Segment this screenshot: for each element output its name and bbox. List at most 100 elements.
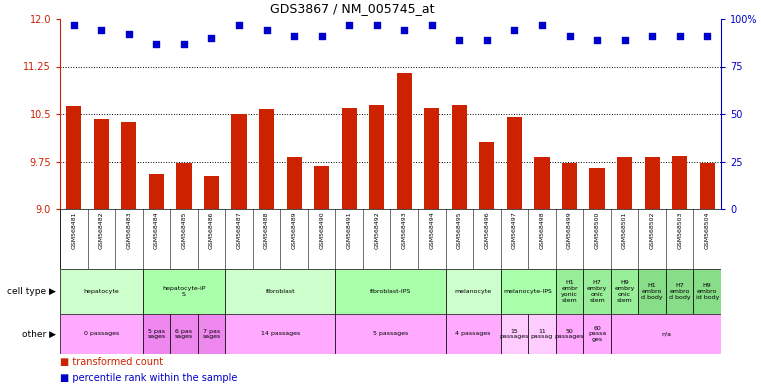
Text: 11
passag: 11 passag: [531, 329, 553, 339]
Point: [151, 41, 163, 47]
Point: [619, 37, 631, 43]
Text: GSM568486: GSM568486: [209, 212, 214, 249]
Text: GSM568500: GSM568500: [594, 212, 600, 249]
Bar: [617, 157, 632, 209]
Bar: [225, 269, 336, 314]
Bar: [501, 269, 556, 314]
Text: H9
embro
id body: H9 embro id body: [696, 283, 719, 300]
Point: [646, 33, 658, 39]
Bar: [336, 314, 446, 354]
Text: 4 passages: 4 passages: [455, 331, 491, 336]
Bar: [507, 117, 522, 209]
Text: 5 passages: 5 passages: [373, 331, 408, 336]
Text: H7
embro
d body: H7 embro d body: [669, 283, 690, 300]
Text: 14 passages: 14 passages: [261, 331, 300, 336]
Bar: [142, 314, 170, 354]
Bar: [149, 174, 164, 209]
Text: 60
passa
ges: 60 passa ges: [588, 326, 607, 342]
Point: [591, 37, 603, 43]
Text: GSM568495: GSM568495: [457, 212, 462, 249]
Point: [563, 33, 575, 39]
Bar: [562, 164, 577, 209]
Point: [233, 22, 245, 28]
Bar: [446, 314, 501, 354]
Bar: [396, 73, 412, 209]
Point: [454, 37, 466, 43]
Bar: [259, 109, 274, 209]
Bar: [479, 142, 495, 209]
Point: [68, 22, 80, 28]
Text: ■ transformed count: ■ transformed count: [60, 356, 163, 366]
Text: 5 pas
sages: 5 pas sages: [148, 329, 166, 339]
Bar: [666, 269, 693, 314]
Text: melanocyte-IPS: melanocyte-IPS: [504, 289, 552, 294]
Bar: [314, 166, 330, 209]
Text: GSM568484: GSM568484: [154, 212, 159, 249]
Bar: [611, 269, 638, 314]
Bar: [611, 314, 721, 354]
Text: GSM568498: GSM568498: [540, 212, 544, 249]
Text: GSM568496: GSM568496: [485, 212, 489, 249]
Bar: [645, 157, 660, 209]
Text: other ▶: other ▶: [22, 329, 56, 339]
Bar: [534, 157, 549, 209]
Point: [673, 33, 686, 39]
Text: hepatocyte: hepatocyte: [84, 289, 119, 294]
Bar: [94, 119, 109, 209]
Point: [95, 27, 107, 33]
Bar: [121, 122, 136, 209]
Bar: [60, 314, 142, 354]
Text: 15
passages: 15 passages: [500, 329, 529, 339]
Point: [371, 22, 383, 28]
Point: [316, 33, 328, 39]
Text: hepatocyte-iP
S: hepatocyte-iP S: [162, 286, 205, 297]
Point: [701, 33, 713, 39]
Text: n/a: n/a: [661, 331, 671, 336]
Text: GSM568502: GSM568502: [650, 212, 654, 249]
Bar: [369, 105, 384, 209]
Text: GSM568488: GSM568488: [264, 212, 269, 249]
Bar: [556, 314, 583, 354]
Point: [260, 27, 272, 33]
Point: [508, 27, 521, 33]
Point: [178, 41, 190, 47]
Text: 50
passages: 50 passages: [555, 329, 584, 339]
Text: 7 pas
sages: 7 pas sages: [202, 329, 221, 339]
Point: [536, 22, 548, 28]
Bar: [693, 269, 721, 314]
Text: GDS3867 / NM_005745_at: GDS3867 / NM_005745_at: [270, 2, 435, 15]
Text: H1
embro
d body: H1 embro d body: [642, 283, 663, 300]
Text: H7
embry
onic
stem: H7 embry onic stem: [587, 280, 607, 303]
Bar: [342, 108, 357, 209]
Bar: [60, 269, 142, 314]
Text: GSM568501: GSM568501: [622, 212, 627, 249]
Text: ■ percentile rank within the sample: ■ percentile rank within the sample: [60, 373, 237, 383]
Bar: [424, 108, 439, 209]
Bar: [528, 314, 556, 354]
Bar: [583, 269, 611, 314]
Text: cell type ▶: cell type ▶: [8, 287, 56, 296]
Bar: [452, 105, 467, 209]
Point: [123, 31, 135, 37]
Text: fibroblast: fibroblast: [266, 289, 295, 294]
Bar: [66, 106, 81, 209]
Bar: [198, 314, 225, 354]
Text: GSM568491: GSM568491: [347, 212, 352, 249]
Bar: [336, 269, 446, 314]
Point: [398, 27, 410, 33]
Bar: [231, 114, 247, 209]
Text: GSM568497: GSM568497: [512, 212, 517, 249]
Bar: [177, 164, 192, 209]
Text: GSM568489: GSM568489: [291, 212, 297, 249]
Point: [288, 33, 300, 39]
Text: fibroblast-IPS: fibroblast-IPS: [370, 289, 411, 294]
Text: melanocyte: melanocyte: [454, 289, 492, 294]
Text: GSM568485: GSM568485: [181, 212, 186, 249]
Text: GSM568483: GSM568483: [126, 212, 132, 249]
Bar: [590, 168, 605, 209]
Text: H9
embry
onic
stem: H9 embry onic stem: [614, 280, 635, 303]
Text: GSM568482: GSM568482: [99, 212, 103, 249]
Text: GSM568481: GSM568481: [72, 212, 76, 249]
Bar: [638, 269, 666, 314]
Text: 0 passages: 0 passages: [84, 331, 119, 336]
